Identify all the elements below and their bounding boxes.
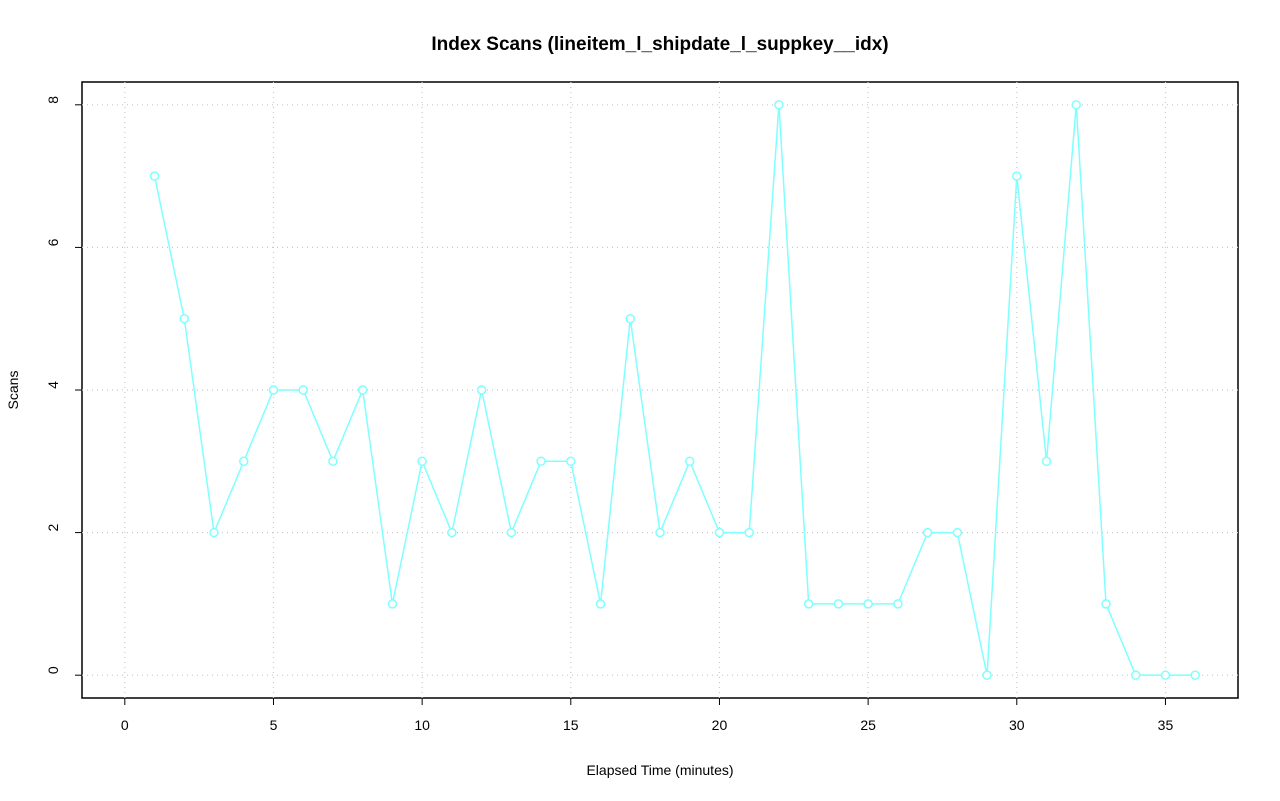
x-tick-label: 25: [860, 717, 876, 733]
data-point: [1012, 171, 1022, 181]
x-tick-label: 35: [1158, 717, 1174, 733]
x-tick-label: 10: [414, 717, 430, 733]
x-tick-label: 15: [563, 717, 579, 733]
x-tick-label: 5: [270, 717, 278, 733]
data-line: [153, 104, 1196, 676]
y-axis-label: Scans: [5, 371, 21, 410]
data-point: [506, 527, 517, 538]
data-point: [714, 527, 725, 538]
data-point: [1071, 100, 1082, 110]
data-point: [447, 527, 457, 538]
data-point: [774, 100, 784, 110]
data-point: [982, 670, 992, 680]
data-point: [179, 313, 190, 324]
y-tick-label: 0: [45, 666, 61, 674]
data-point: [1130, 670, 1141, 680]
data-point: [595, 599, 606, 609]
data-point: [655, 527, 665, 538]
data-point: [893, 599, 903, 609]
x-tick-label: 0: [121, 717, 129, 733]
x-axis-label: Elapsed Time (minutes): [586, 762, 733, 778]
data-point: [476, 385, 487, 395]
y-tick-label: 4: [45, 381, 61, 389]
data-point: [1160, 670, 1171, 680]
data-point: [209, 527, 219, 538]
data-point: [298, 385, 308, 395]
data-point: [684, 456, 695, 467]
data-point: [536, 456, 546, 467]
data-point: [803, 599, 814, 609]
data-point: [833, 599, 844, 609]
y-tick-label: 2: [45, 523, 61, 531]
data-point: [744, 527, 754, 538]
x-tick-label: 20: [712, 717, 728, 733]
data-point: [863, 599, 873, 609]
data-point: [1190, 670, 1200, 680]
data-point: [268, 385, 279, 395]
data-point: [625, 313, 636, 324]
data-point: [417, 456, 427, 467]
data-point: [328, 456, 338, 467]
data-point: [922, 527, 933, 538]
data-point: [357, 385, 368, 395]
data-point: [238, 456, 249, 467]
x-tick-label: 30: [1009, 717, 1025, 733]
chart-title: Index Scans (lineitem_l_shipdate_l_suppk…: [431, 34, 888, 55]
plot-frame: [81, 81, 1239, 699]
data-point: [1101, 599, 1111, 609]
data-point: [387, 599, 398, 609]
data-point: [952, 527, 963, 538]
data-point: [149, 171, 160, 181]
y-tick-label: 6: [45, 238, 61, 246]
data-point: [1041, 456, 1052, 467]
y-tick-label: 8: [45, 96, 61, 104]
data-point: [566, 456, 576, 467]
